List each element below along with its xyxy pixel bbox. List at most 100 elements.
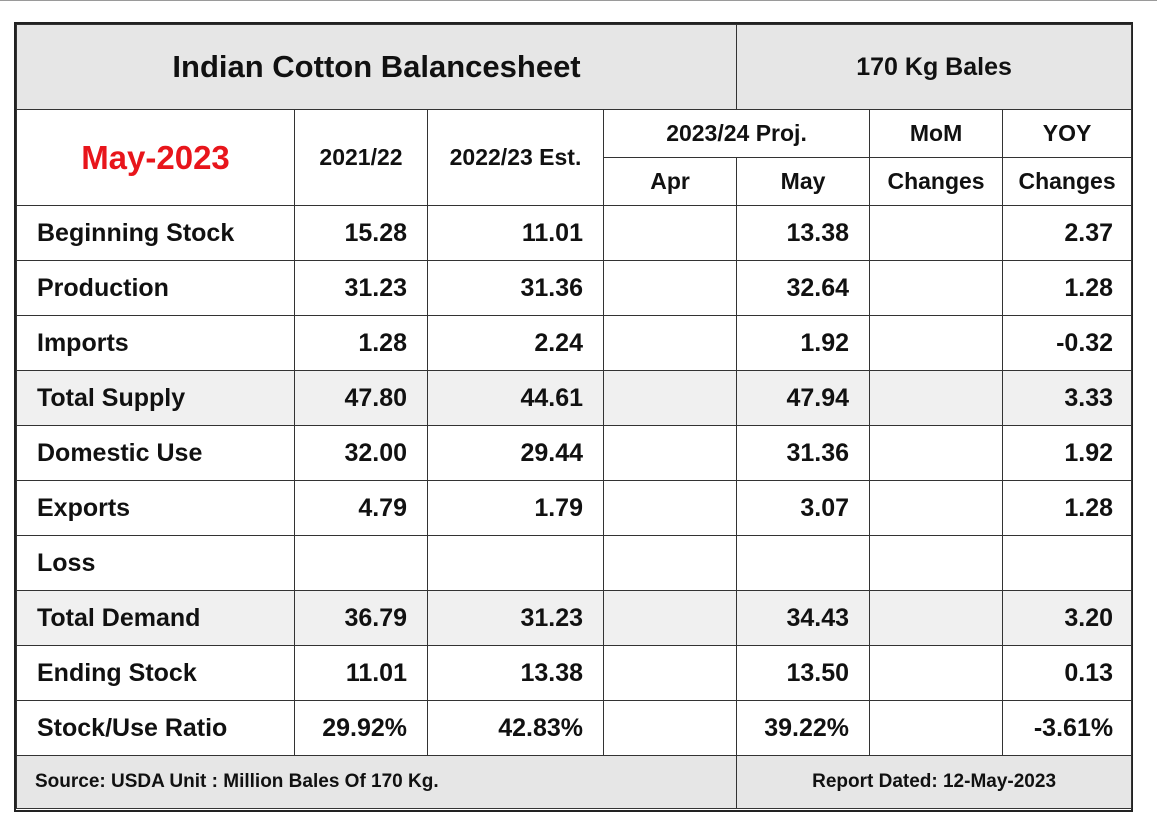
value-yoy: 2.37 <box>1002 205 1133 261</box>
balancesheet-table: Indian Cotton Balancesheet 170 Kg Bales … <box>15 24 1133 809</box>
value-yoy: 3.20 <box>1002 590 1133 646</box>
header-may: May <box>736 157 871 206</box>
header-mom-top: MoM <box>869 109 1004 158</box>
value-2021-22: 11.01 <box>294 645 428 701</box>
value-mom <box>869 480 1004 536</box>
row-label: Ending Stock <box>16 645 295 701</box>
value-2021-22: 47.80 <box>294 370 428 426</box>
value-2022-23: 13.38 <box>427 645 604 701</box>
balancesheet-panel: Indian Cotton Balancesheet 170 Kg Bales … <box>14 22 1133 812</box>
row-label: Beginning Stock <box>16 205 295 261</box>
value-may: 3.07 <box>736 480 871 536</box>
value-2021-22: 31.23 <box>294 260 428 316</box>
table-row: Total Supply 47.80 44.61 47.94 3.33 <box>16 370 1133 426</box>
value-mom <box>869 205 1004 261</box>
value-2021-22: 4.79 <box>294 480 428 536</box>
header-yoy-top: YOY <box>1002 109 1133 158</box>
unit-label: 170 Kg Bales <box>736 24 1133 110</box>
value-2022-23: 31.23 <box>427 590 604 646</box>
value-apr <box>602 260 738 316</box>
value-apr <box>602 480 738 536</box>
value-yoy: 0.13 <box>1002 645 1133 701</box>
table-row: Stock/Use Ratio 29.92% 42.83% 39.22% -3.… <box>16 700 1133 756</box>
value-2021-22: 36.79 <box>294 590 428 646</box>
value-apr <box>602 205 738 261</box>
value-mom <box>869 370 1004 426</box>
top-divider <box>0 0 1157 1</box>
header-apr: Apr <box>602 157 738 206</box>
value-2022-23: 31.36 <box>427 260 604 316</box>
row-label: Production <box>16 260 295 316</box>
value-mom <box>869 645 1004 701</box>
value-2022-23 <box>427 535 604 591</box>
value-2022-23: 11.01 <box>427 205 604 261</box>
table-row: Beginning Stock 15.28 11.01 13.38 2.37 <box>16 205 1133 261</box>
value-mom <box>869 590 1004 646</box>
row-label: Domestic Use <box>16 425 295 481</box>
value-may: 13.38 <box>736 205 871 261</box>
value-2022-23: 42.83% <box>427 700 604 756</box>
value-may: 39.22% <box>736 700 871 756</box>
row-label: Total Supply <box>16 370 295 426</box>
value-apr <box>602 370 738 426</box>
row-label: Stock/Use Ratio <box>16 700 295 756</box>
row-label: Exports <box>16 480 295 536</box>
value-may: 31.36 <box>736 425 871 481</box>
value-yoy <box>1002 535 1133 591</box>
value-yoy: 1.28 <box>1002 480 1133 536</box>
report-date: Report Dated: 12-May-2023 <box>736 755 1133 809</box>
value-2021-22 <box>294 535 428 591</box>
value-2021-22: 1.28 <box>294 315 428 371</box>
value-mom <box>869 315 1004 371</box>
value-yoy: -3.61% <box>1002 700 1133 756</box>
value-mom <box>869 535 1004 591</box>
table-row: Loss <box>16 535 1133 591</box>
value-may <box>736 535 871 591</box>
table-row: Imports 1.28 2.24 1.92 -0.32 <box>16 315 1133 371</box>
value-yoy: 3.33 <box>1002 370 1133 426</box>
value-apr <box>602 590 738 646</box>
value-yoy: 1.28 <box>1002 260 1133 316</box>
header-2023-24-proj: 2023/24 Proj. <box>602 109 871 158</box>
table-row: Ending Stock 11.01 13.38 13.50 0.13 <box>16 645 1133 701</box>
value-2022-23: 29.44 <box>427 425 604 481</box>
value-apr <box>602 645 738 701</box>
header-2021-22: 2021/22 <box>294 109 428 206</box>
row-label: Imports <box>16 315 295 371</box>
table-row: Total Demand 36.79 31.23 34.43 3.20 <box>16 590 1133 646</box>
value-may: 47.94 <box>736 370 871 426</box>
value-apr <box>602 700 738 756</box>
header-yoy-bottom: Changes <box>1002 157 1133 206</box>
header-mom-bottom: Changes <box>869 157 1004 206</box>
value-apr <box>602 315 738 371</box>
title-row: Indian Cotton Balancesheet 170 Kg Bales <box>15 24 1133 110</box>
value-yoy: -0.32 <box>1002 315 1133 371</box>
value-may: 1.92 <box>736 315 871 371</box>
value-mom <box>869 425 1004 481</box>
value-2021-22: 15.28 <box>294 205 428 261</box>
value-may: 34.43 <box>736 590 871 646</box>
table-row: Exports 4.79 1.79 3.07 1.28 <box>16 480 1133 536</box>
value-may: 13.50 <box>736 645 871 701</box>
value-2022-23: 44.61 <box>427 370 604 426</box>
value-2021-22: 29.92% <box>294 700 428 756</box>
source-note: Source: USDA Unit : Million Bales Of 170… <box>15 755 738 809</box>
table-row: Production 31.23 31.36 32.64 1.28 <box>16 260 1133 316</box>
value-apr <box>602 425 738 481</box>
value-2022-23: 1.79 <box>427 480 604 536</box>
value-yoy: 1.92 <box>1002 425 1133 481</box>
report-month: May-2023 <box>16 109 295 206</box>
table-row: Domestic Use 32.00 29.44 31.36 1.92 <box>16 425 1133 481</box>
value-mom <box>869 260 1004 316</box>
value-2021-22: 32.00 <box>294 425 428 481</box>
row-label: Total Demand <box>16 590 295 646</box>
value-2022-23: 2.24 <box>427 315 604 371</box>
value-may: 32.64 <box>736 260 871 316</box>
footer-row: Source: USDA Unit : Million Bales Of 170… <box>15 755 1133 809</box>
value-apr <box>602 535 738 591</box>
row-label: Loss <box>16 535 295 591</box>
value-mom <box>869 700 1004 756</box>
header-row-top: May-2023 2021/22 2022/23 Est. 2023/24 Pr… <box>16 109 1133 206</box>
table-title: Indian Cotton Balancesheet <box>15 24 738 110</box>
header-2022-23: 2022/23 Est. <box>427 109 604 206</box>
